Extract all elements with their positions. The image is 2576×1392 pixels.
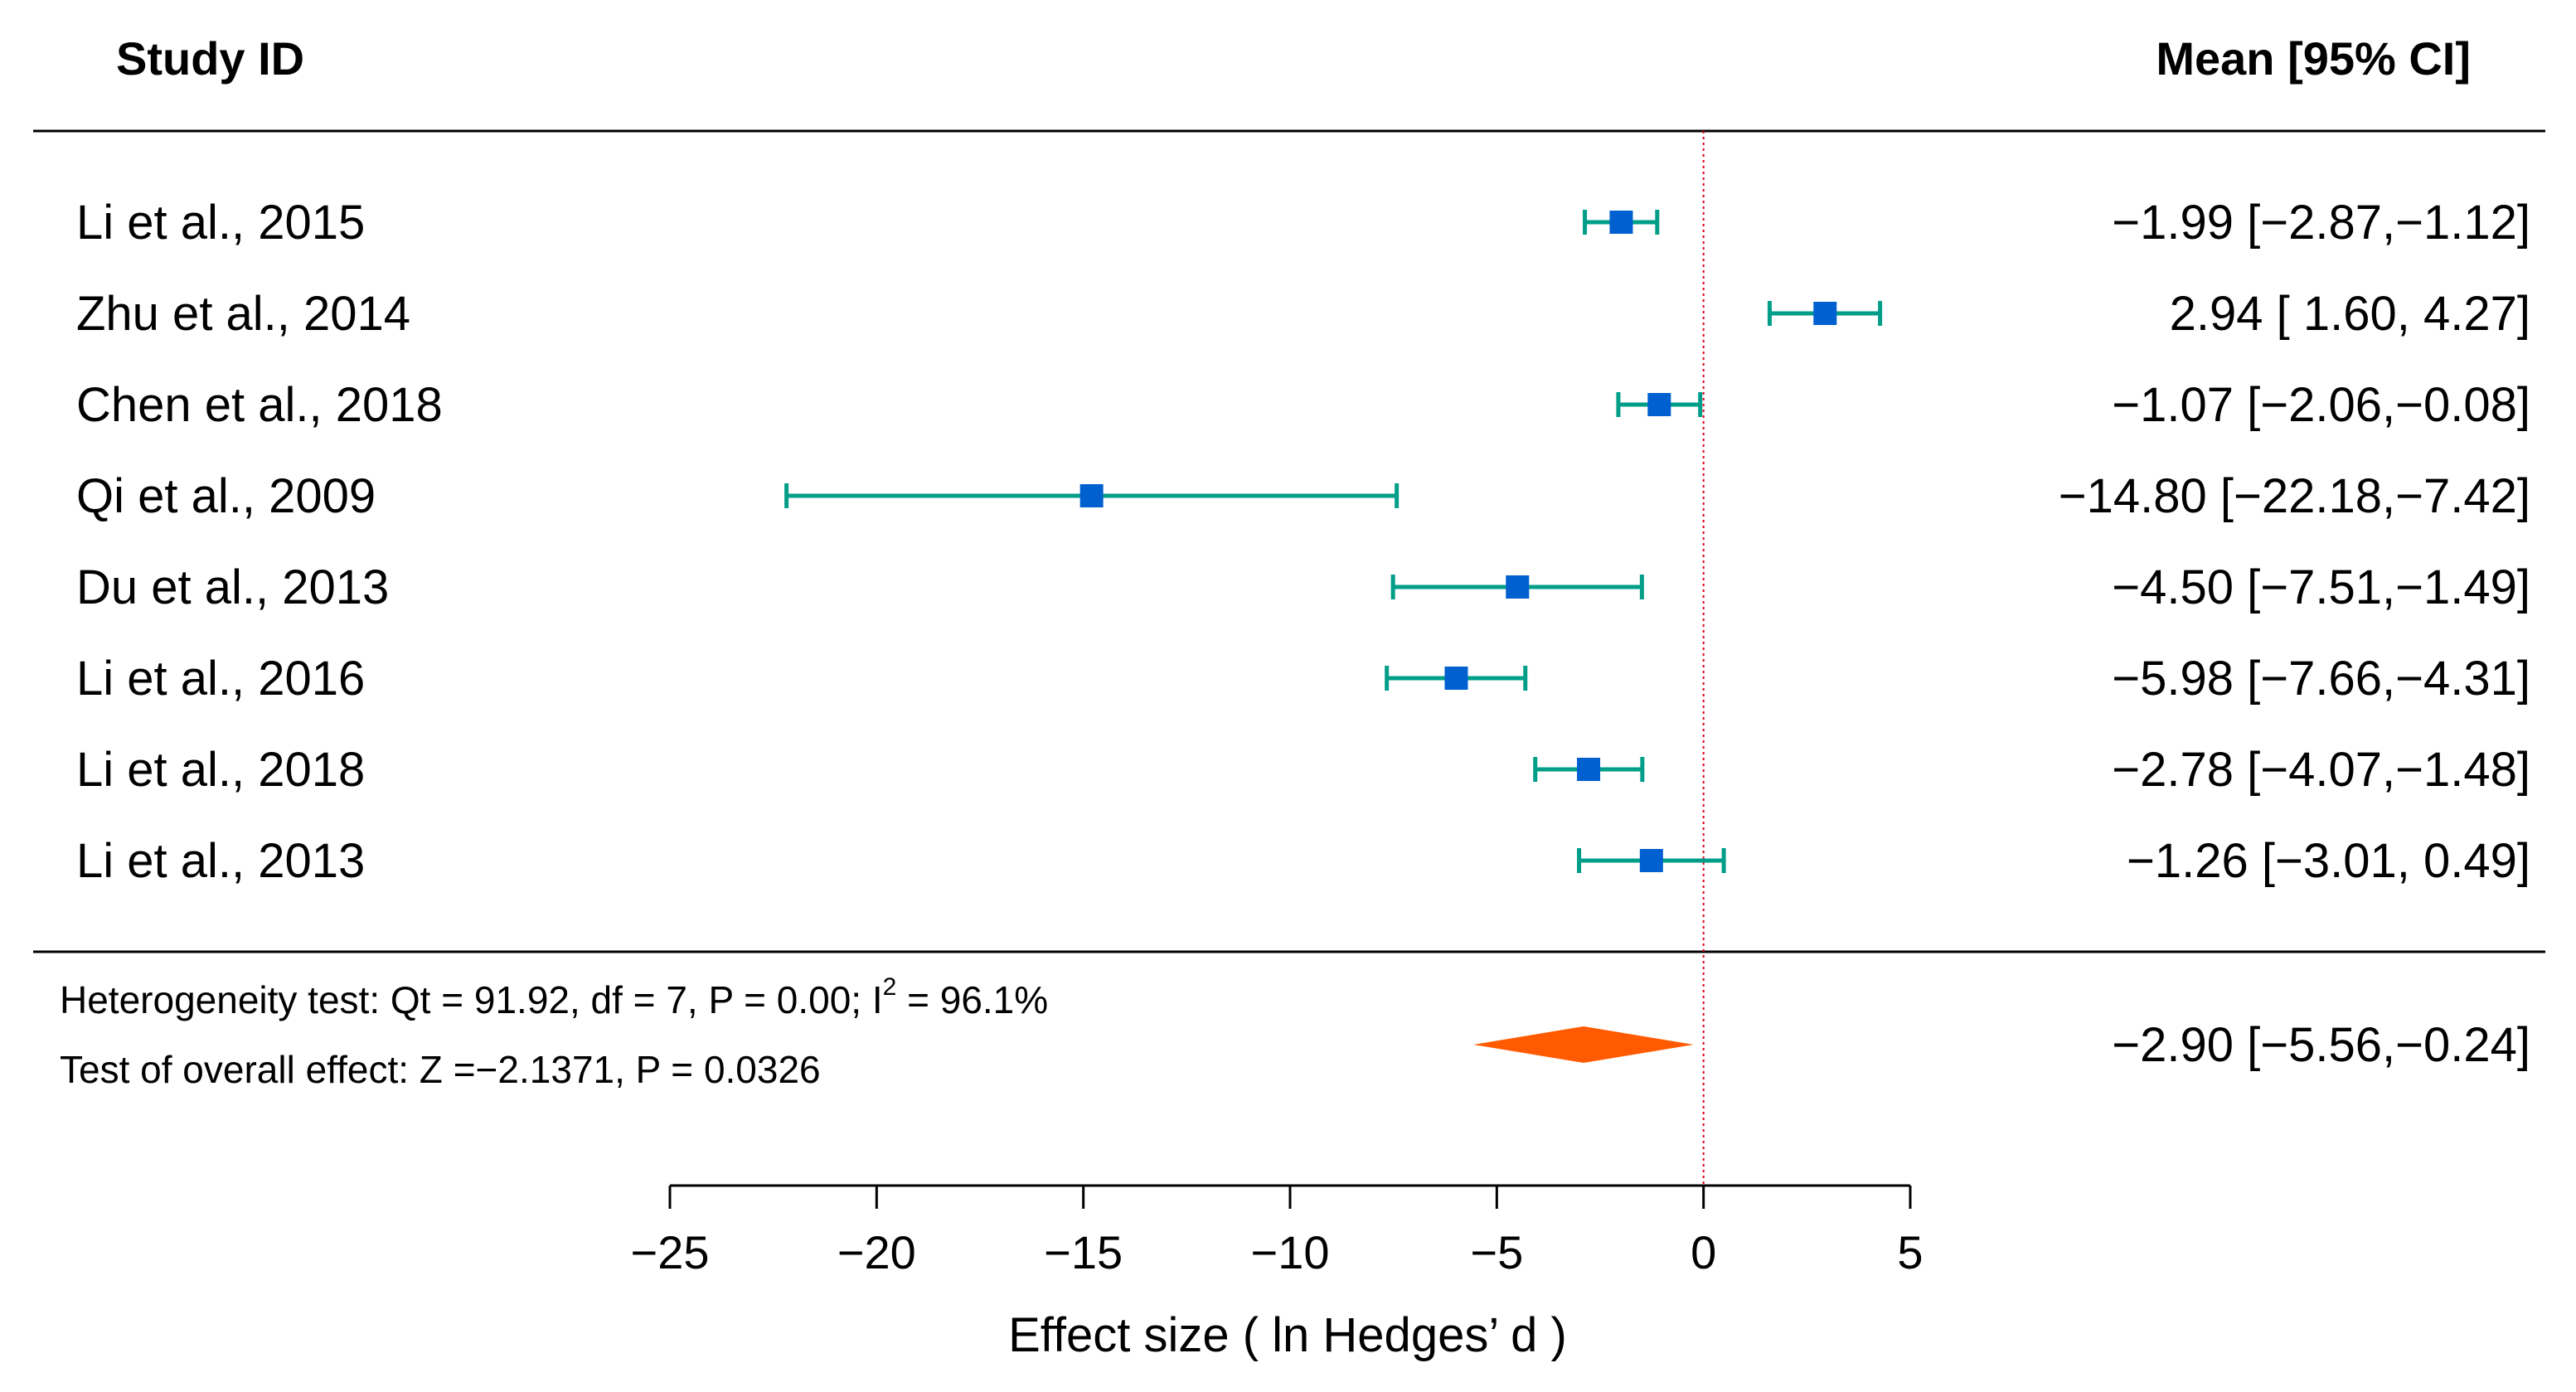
- study-row: Du et al., 2013 −4.50 [−7.51,−1.49]: [76, 560, 2530, 614]
- point-estimate: [1079, 484, 1104, 507]
- study-label: Zhu et al., 2014: [76, 287, 410, 341]
- study-ci-text: −5.98 [−7.66,−4.31]: [2112, 652, 2530, 706]
- point-estimate: [1647, 393, 1671, 416]
- x-axis-label: Effect size ( ln Hedges’ d ): [1008, 1308, 1567, 1362]
- x-tick-label: −15: [1044, 1226, 1123, 1278]
- point-estimate: [1639, 849, 1663, 872]
- x-tick-label: −5: [1470, 1226, 1523, 1278]
- point-estimate: [1506, 575, 1530, 599]
- x-tick-label: −10: [1251, 1226, 1330, 1278]
- study-row: Chen et al., 2018 −1.07 [−2.06,−0.08]: [76, 378, 2530, 432]
- overall-effect-test: Test of overall effect: Z =−2.1371, P = …: [60, 1048, 821, 1091]
- overall-ci-text: −2.90 [−5.56,−0.24]: [2112, 1018, 2530, 1072]
- study-ci-text: 2.94 [ 1.60, 4.27]: [2170, 287, 2530, 341]
- point-estimate: [1813, 302, 1837, 325]
- study-label: Du et al., 2013: [76, 560, 389, 614]
- x-tick-label: −25: [631, 1226, 710, 1278]
- heterogeneity-superscript: 2: [883, 973, 897, 1001]
- point-estimate: [1444, 667, 1468, 690]
- header-study-id: Study ID: [116, 32, 304, 85]
- point-estimate: [1609, 211, 1633, 234]
- study-ci-text: −1.26 [−3.01, 0.49]: [2127, 834, 2530, 888]
- study-ci-text: −4.50 [−7.51,−1.49]: [2112, 560, 2530, 614]
- heterogeneity-test: Heterogeneity test: Qt = 91.92, df = 7, …: [60, 973, 1048, 1021]
- study-row: Li et al., 2013 −1.26 [−3.01, 0.49]: [76, 834, 2530, 888]
- x-tick-label: 5: [1897, 1226, 1923, 1278]
- study-row: Zhu et al., 2014 2.94 [ 1.60, 4.27]: [76, 287, 2530, 341]
- study-row: Qi et al., 2009 −14.80 [−22.18,−7.42]: [76, 469, 2530, 523]
- study-label: Chen et al., 2018: [76, 378, 443, 432]
- x-tick-label: −20: [837, 1226, 916, 1278]
- point-estimate: [1577, 758, 1601, 781]
- x-tick-label: 0: [1691, 1226, 1716, 1278]
- study-ci-text: −14.80 [−22.18,−7.42]: [2059, 469, 2530, 523]
- study-row: Li et al., 2015 −1.99 [−2.87,−1.12]: [76, 196, 2530, 250]
- study-row: Li et al., 2018 −2.78 [−4.07,−1.48]: [76, 743, 2530, 797]
- study-label: Qi et al., 2009: [76, 469, 376, 523]
- study-label: Li et al., 2013: [76, 834, 365, 888]
- study-ci-text: −1.99 [−2.87,−1.12]: [2112, 196, 2530, 250]
- study-label: Li et al., 2016: [76, 652, 365, 706]
- study-label: Li et al., 2018: [76, 743, 365, 797]
- study-ci-text: −1.07 [−2.06,−0.08]: [2112, 378, 2530, 432]
- study-ci-text: −2.78 [−4.07,−1.48]: [2112, 743, 2530, 797]
- header-mean-ci: Mean [95% CI]: [2156, 32, 2471, 85]
- overall-diamond: [1473, 1026, 1694, 1063]
- study-label: Li et al., 2015: [76, 196, 365, 250]
- study-row: Li et al., 2016 −5.98 [−7.66,−4.31]: [76, 652, 2530, 706]
